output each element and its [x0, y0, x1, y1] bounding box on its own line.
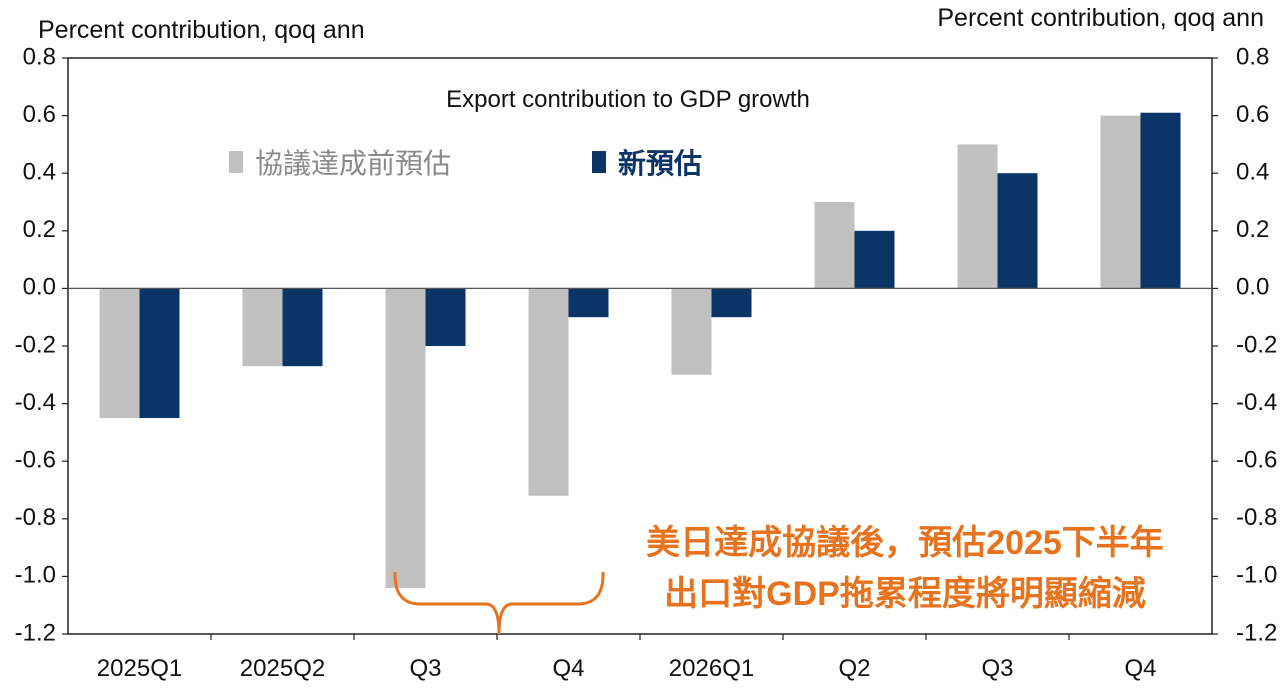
- legend-label-pre-agreement: 協議達成前預估: [255, 148, 451, 179]
- left-ytick-label: 0.8: [23, 43, 56, 70]
- left-ytick-label: 0.4: [23, 159, 56, 186]
- tick-marks: [62, 57, 1218, 640]
- x-category-label: 2025Q1: [97, 655, 182, 682]
- x-category-label: 2026Q1: [669, 655, 754, 682]
- x-category-label: Q4: [1124, 655, 1156, 682]
- bar-pre-agreement-1: [99, 288, 140, 418]
- right-ytick-label: 0.6: [1236, 101, 1269, 128]
- bar-pre-agreement-2: [242, 288, 283, 367]
- right-ytick-label: -1.0: [1236, 562, 1277, 589]
- left-ytick-label: 0.0: [23, 274, 56, 301]
- bar-pre-agreement-4: [528, 288, 569, 496]
- right-y-axis: 0.8 0.6 0.4 0.2 0.0 -0.2 -0.4 -0.6 -0.8 …: [1236, 43, 1277, 646]
- bar-new-estimate-8: [1140, 112, 1181, 289]
- x-category-label: Q3: [409, 655, 441, 682]
- x-axis: 2025Q1 2025Q2 Q3 Q4 2026Q1 Q2 Q3 Q4: [97, 655, 1157, 682]
- annotation: 美日達成協議後，預估2025下半年 出口對GDP拖累程度將明顯縮減: [393, 524, 1164, 635]
- right-ytick-label: 0.0: [1236, 274, 1269, 301]
- bar-pre-agreement-5: [671, 288, 712, 375]
- x-category-label: Q4: [552, 655, 584, 682]
- legend-swatch-pre-agreement: [229, 151, 243, 173]
- legend: 協議達成前預估 新預估: [229, 148, 702, 179]
- right-ytick-label: -0.6: [1236, 447, 1277, 474]
- left-ytick-label: -1.2: [15, 619, 56, 646]
- x-category-label: Q3: [981, 655, 1013, 682]
- bar-new-estimate-2: [282, 288, 323, 367]
- left-ytick-label: -0.6: [15, 447, 56, 474]
- chart-title: Export contribution to GDP growth: [446, 86, 810, 113]
- right-ytick-label: -0.8: [1236, 504, 1277, 531]
- right-ytick-label: 0.4: [1236, 159, 1269, 186]
- left-axis-unit-label: Percent contribution, qoq ann: [38, 16, 365, 44]
- bar-new-estimate-7: [997, 173, 1038, 289]
- right-axis-unit-label: Percent contribution, qoq ann: [937, 4, 1264, 32]
- bar-new-estimate-3: [425, 288, 466, 346]
- bar-pre-agreement-8: [1100, 115, 1141, 289]
- left-ytick-label: -0.2: [15, 331, 56, 358]
- bar-new-estimate-5: [711, 288, 752, 318]
- bars: [99, 112, 1181, 588]
- annotation-bracket: [393, 571, 605, 635]
- left-ytick-label: -0.4: [15, 389, 56, 416]
- right-ytick-label: -1.2: [1236, 619, 1277, 646]
- annotation-line-1: 美日達成協議後，預估2025下半年: [646, 524, 1164, 562]
- x-category-label: 2025Q2: [240, 655, 325, 682]
- bar-new-estimate-1: [139, 288, 180, 418]
- right-ytick-label: -0.4: [1236, 389, 1277, 416]
- bar-pre-agreement-3: [385, 288, 426, 588]
- left-ytick-label: -1.0: [15, 562, 56, 589]
- right-ytick-label: 0.8: [1236, 43, 1269, 70]
- bar-pre-agreement-6: [814, 202, 855, 289]
- annotation-line-2: 出口對GDP拖累程度將明顯縮減: [664, 574, 1146, 613]
- bar-new-estimate-6: [854, 230, 895, 289]
- left-ytick-label: -0.8: [15, 504, 56, 531]
- x-category-label: Q2: [838, 655, 870, 682]
- left-ytick-label: 0.2: [23, 216, 56, 243]
- bar-new-estimate-4: [568, 288, 609, 318]
- legend-label-new-estimate: 新預估: [618, 148, 702, 179]
- left-y-axis: 0.8 0.6 0.4 0.2 0.0 -0.2 -0.4 -0.6 -0.8 …: [15, 43, 56, 646]
- legend-swatch-new-estimate: [592, 151, 606, 173]
- bar-pre-agreement-7: [957, 144, 998, 289]
- right-ytick-label: -0.2: [1236, 331, 1277, 358]
- right-ytick-label: 0.2: [1236, 216, 1269, 243]
- left-ytick-label: 0.6: [23, 101, 56, 128]
